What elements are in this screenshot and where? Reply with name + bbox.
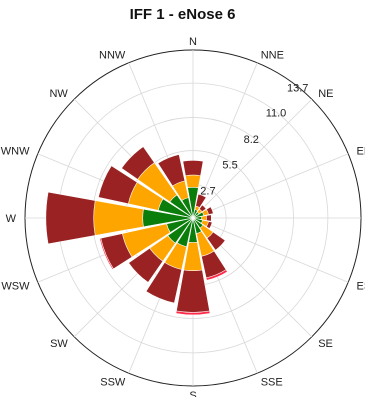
wind-rose-wedges (45, 146, 228, 316)
direction-label-sw: SW (50, 338, 68, 350)
wedge-se-series-1 (192, 217, 204, 229)
grid-spoke (192, 153, 349, 219)
radial-tick-label: 11.0 (266, 108, 287, 120)
wedge-ssw-series-1 (176, 217, 194, 248)
wedge-w-series-1 (142, 208, 194, 228)
direction-label-ssw: SSW (100, 377, 126, 389)
grid-spoke (192, 217, 349, 283)
wedge-wnw-series-1 (157, 198, 194, 219)
wedge-s-series-2 (183, 217, 203, 272)
radial-tick-label: 8.2 (244, 134, 259, 146)
wedge-sse-series-1 (192, 217, 203, 234)
direction-label-n: N (189, 36, 197, 48)
direction-label-nnw: NNW (99, 50, 126, 62)
direction-label-se: SE (318, 338, 333, 350)
grid-spoke (192, 98, 313, 219)
radial-tick-label: 2.7 (200, 186, 215, 198)
direction-label-w: W (6, 213, 17, 225)
direction-label-nw: NW (49, 88, 68, 100)
chart-labels: NNNENEENEEESESESSESSSWSWWSWWWNWNWNNW2.75… (1, 36, 365, 397)
direction-label-ene: ENE (357, 145, 365, 157)
direction-label-sse: SSE (261, 377, 283, 389)
direction-label-wnw: WNW (1, 145, 30, 157)
wedge-sw-series-1 (167, 217, 194, 244)
direction-label-s: S (189, 390, 196, 397)
grid-spoke (192, 62, 258, 219)
direction-label-ne: NE (318, 88, 333, 100)
direction-label-wsw: WSW (1, 281, 30, 293)
wedge-ene-series-1 (192, 211, 205, 219)
radial-tick-label: 13.7 (287, 82, 308, 94)
radial-tick-label: 5.5 (222, 159, 237, 171)
direction-label-nne: NNE (261, 50, 284, 62)
wedge-nw-series-1 (169, 194, 194, 219)
wedge-n-series-1 (187, 187, 199, 219)
wedge-nnw-series-1 (181, 197, 194, 219)
wedge-wsw-series-1 (166, 217, 194, 233)
direction-label-ese: ESE (357, 281, 365, 293)
wedge-e-series-1 (192, 216, 202, 220)
chart-title: IFF 1 - eNose 6 (129, 6, 236, 23)
wedge-s-series-1 (188, 217, 198, 243)
